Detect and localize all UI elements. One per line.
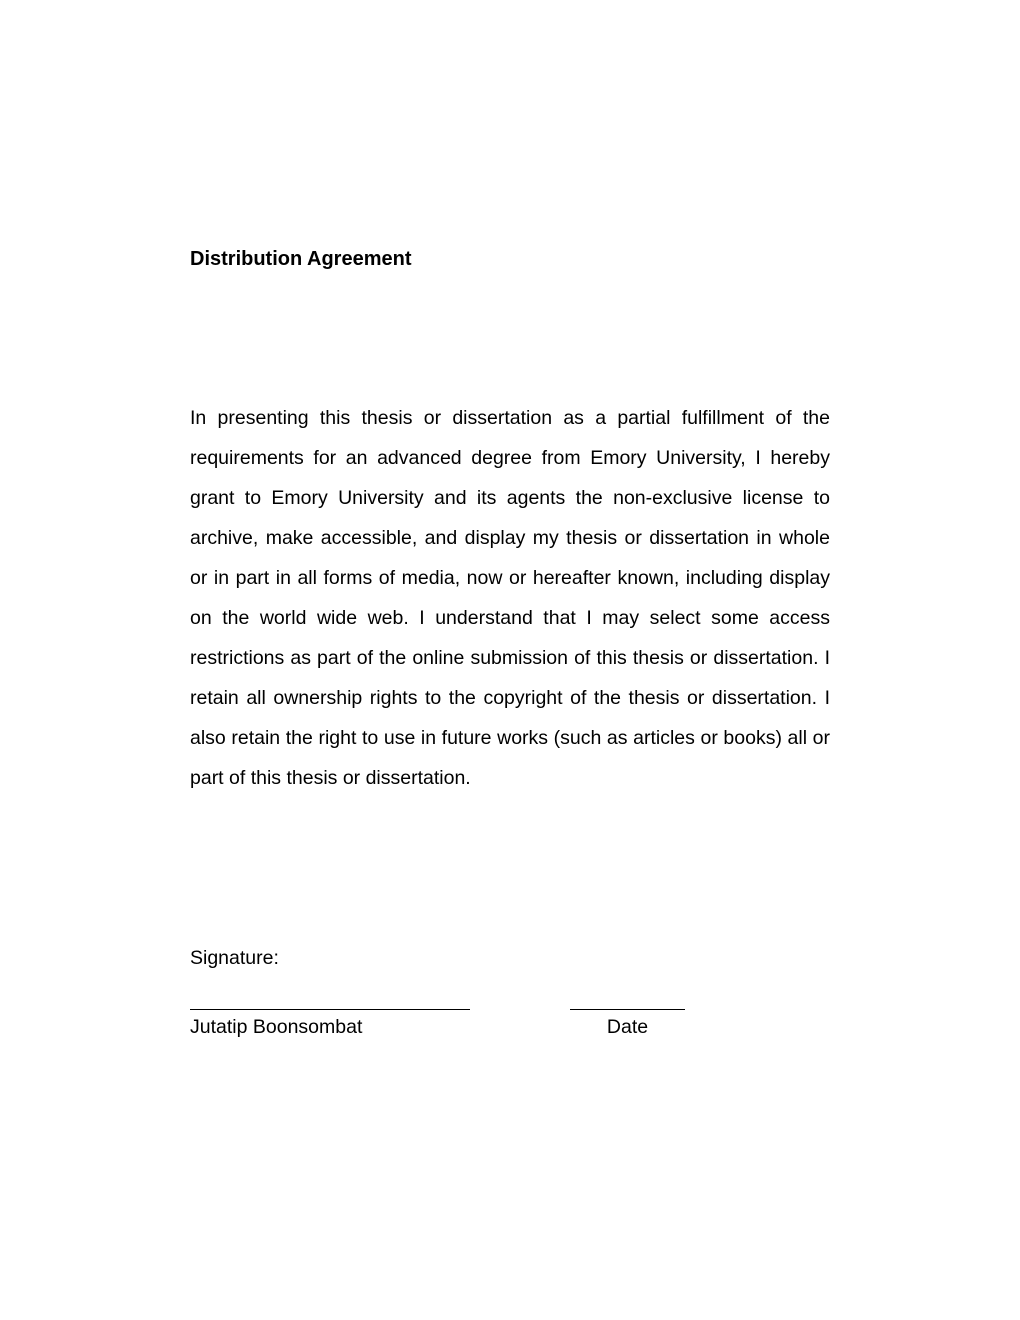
agreement-body: In presenting this thesis or dissertatio…: [190, 399, 830, 799]
document-title: Distribution Agreement: [190, 248, 830, 271]
date-label: Date: [570, 1014, 685, 1039]
signature-label: Signature:: [190, 947, 830, 970]
signature-row: Jutatip Boonsombat Date: [190, 988, 830, 1039]
signer-name: Jutatip Boonsombat: [190, 1014, 470, 1039]
name-signature-block: Jutatip Boonsombat: [190, 988, 470, 1039]
page-content: Distribution Agreement In presenting thi…: [0, 0, 1020, 1039]
date-signature-block: Date: [570, 988, 685, 1039]
signature-line-name: [190, 988, 470, 1010]
signature-line-date: [570, 988, 685, 1010]
